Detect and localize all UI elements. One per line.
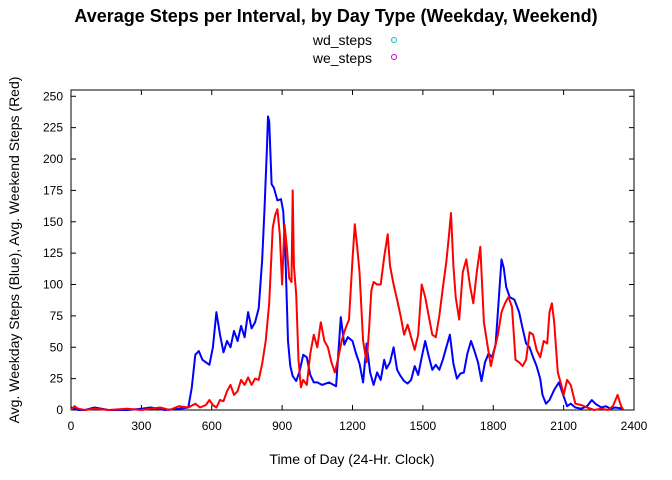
x-axis: 0 300 600 900 1200 1500 1800 2100 2400 xyxy=(68,90,648,433)
x-tick-label: 600 xyxy=(202,419,222,433)
y-tick-label: 50 xyxy=(50,340,64,354)
x-tick-label: 1500 xyxy=(410,419,437,433)
y-tick-label: 100 xyxy=(43,278,63,292)
x-axis-label: Time of Day (24-Hr. Clock) xyxy=(269,451,434,467)
y-axis-label: Avg. Weekday Steps (Blue), Avg. Weekend … xyxy=(6,77,22,424)
legend: wd_steps we_steps xyxy=(312,32,397,66)
x-tick-label: 1800 xyxy=(480,419,507,433)
x-tick-label: 300 xyxy=(131,419,151,433)
x-tick-label: 900 xyxy=(272,419,292,433)
y-tick-label: 150 xyxy=(43,215,63,229)
y-axis: 0 25 50 75 100 125 150 175 200 225 250 xyxy=(43,89,634,417)
x-tick-label: 2400 xyxy=(621,419,648,433)
y-tick-label: 0 xyxy=(56,403,63,417)
y-tick-label: 175 xyxy=(43,183,63,197)
y-tick-label: 25 xyxy=(50,372,64,386)
y-tick-label: 200 xyxy=(43,152,63,166)
series-lines xyxy=(70,115,625,411)
series-line-we-steps xyxy=(70,189,625,411)
y-tick-label: 225 xyxy=(43,121,63,135)
chart-title: Average Steps per Interval, by Day Type … xyxy=(74,6,597,26)
series-line-wd-steps xyxy=(70,115,624,411)
x-tick-label: 1200 xyxy=(339,419,366,433)
y-tick-label: 75 xyxy=(50,309,64,323)
x-tick-label: 0 xyxy=(68,419,75,433)
y-tick-label: 125 xyxy=(43,246,63,260)
legend-label-we-steps: we_steps xyxy=(312,50,372,66)
legend-label-wd-steps: wd_steps xyxy=(312,32,372,48)
legend-marker-we-steps xyxy=(391,54,397,60)
x-tick-label: 2100 xyxy=(550,419,577,433)
y-tick-label: 250 xyxy=(43,89,63,103)
legend-marker-wd-steps xyxy=(391,37,397,43)
